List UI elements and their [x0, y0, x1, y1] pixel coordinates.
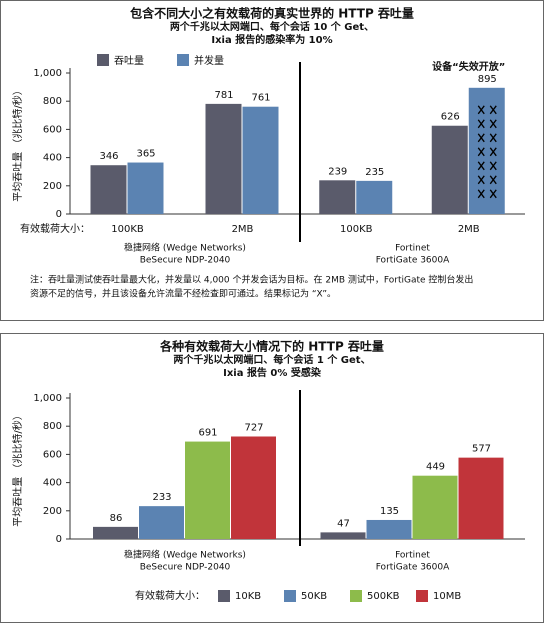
data-label: 86: [110, 513, 123, 524]
x-tick-label: 100KB: [340, 224, 373, 235]
bar: [90, 165, 127, 214]
y-tick-label: 1,000: [33, 68, 62, 79]
legend-label: 10KB: [235, 591, 261, 602]
legend-swatch: [177, 54, 189, 66]
x-marker: [489, 119, 497, 129]
group-label: FortiGate 3600A: [376, 256, 450, 266]
x-marker: [477, 105, 485, 115]
chart-subtitle: 两个千兆以太网端口、每个会话 1 个 Get、: [173, 353, 370, 366]
x-tick-label: 2MB: [458, 224, 480, 235]
data-label: 449: [426, 462, 445, 473]
y-tick-label: 600: [43, 449, 62, 460]
data-label: 577: [472, 444, 491, 455]
x-tick-label: Fortinet: [395, 551, 430, 561]
data-label: 239: [328, 166, 347, 177]
x-marker: [489, 133, 497, 143]
x-marker: [489, 161, 497, 171]
bar: [231, 436, 276, 539]
x-tick-label: FortiGate 3600A: [376, 563, 450, 573]
bar: [319, 180, 356, 214]
legend-label: 10MB: [433, 591, 461, 602]
data-label: 727: [244, 422, 263, 433]
legend-label: 50KB: [301, 591, 327, 602]
annotation: 设备“失效开放”: [432, 60, 505, 73]
bar: [458, 457, 504, 539]
x-marker: [477, 119, 485, 129]
y-tick-label: 0: [56, 209, 62, 220]
bar: [431, 125, 468, 214]
group-label: 稳捷网络 (Wedge Networks): [124, 242, 246, 254]
group-label: BeSecure NDP-2040: [140, 256, 231, 266]
y-tick-label: 400: [43, 478, 62, 489]
bar: [468, 87, 505, 214]
y-tick-label: 400: [43, 153, 62, 164]
x-marker: [489, 105, 497, 115]
x-axis-label: 有效载荷大小：: [20, 222, 90, 235]
x-marker: [489, 147, 497, 157]
chart-subtitle: Ixia 报告 0% 受感染: [223, 366, 322, 379]
bar: [185, 441, 230, 539]
y-axis-label: 平均吞吐量 （兆比特/秒）: [11, 85, 24, 202]
x-tick-label: 稳捷网络 (Wedge Networks): [124, 549, 246, 561]
bar: [242, 106, 279, 214]
note: 资源不足的信号，并且该设备允许流量不经检查即可通过。结果标记为 “X”。: [30, 288, 336, 300]
x-marker: [477, 161, 485, 171]
data-label: 626: [441, 112, 460, 123]
legend-swatch: [97, 54, 109, 66]
legend-label: 吞吐量: [114, 55, 144, 67]
x-marker: [489, 175, 497, 185]
x-marker: [477, 189, 485, 199]
bar: [412, 475, 458, 539]
y-tick-label: 800: [43, 96, 62, 107]
chart-title: 各种有效载荷大小情况下的 HTTP 吞吐量: [159, 339, 384, 354]
y-tick-label: 800: [43, 421, 62, 432]
legend-label: 500KB: [367, 591, 400, 602]
legend-label: 并发量: [194, 54, 224, 67]
legend-swatch: [350, 590, 362, 602]
chart-subtitle: Ixia 报告的感染率为 10%: [211, 33, 332, 46]
legend-title: 有效载荷大小：: [135, 589, 205, 602]
x-marker: [489, 189, 497, 199]
note: 注：吞吐量测试使吞吐量最大化，并发量以 4,000 个并发会话为目标。在 2MB…: [30, 274, 473, 286]
data-label: 235: [365, 167, 384, 178]
bar: [127, 162, 164, 214]
bar: [366, 519, 412, 539]
data-label: 135: [380, 506, 399, 517]
data-label: 233: [152, 492, 171, 503]
y-tick-label: 200: [43, 181, 62, 192]
data-label: 761: [251, 93, 270, 104]
data-label: 365: [136, 149, 155, 160]
x-tick-label: 100KB: [111, 224, 144, 235]
bar: [93, 526, 138, 539]
bar: [320, 532, 366, 539]
legend-swatch: [284, 590, 296, 602]
data-label: 691: [198, 428, 217, 439]
legend-swatch: [218, 590, 230, 602]
group-label: Fortinet: [395, 244, 430, 254]
data-label: 895: [478, 74, 497, 85]
x-marker: [477, 147, 485, 157]
bar: [356, 180, 393, 214]
x-marker: [477, 175, 485, 185]
x-tick-label: BeSecure NDP-2040: [140, 563, 231, 573]
y-tick-label: 200: [43, 506, 62, 517]
bar: [139, 506, 184, 539]
data-label: 346: [99, 151, 118, 162]
y-axis-label: 平均吞吐量 （兆比特/秒）: [11, 410, 24, 527]
data-label: 47: [337, 518, 350, 529]
chart-subtitle: 两个千兆以太网端口、每个会话 10 个 Get、: [170, 20, 374, 33]
chart-title: 包含不同大小之有效载荷的真实世界的 HTTP 吞吐量: [129, 6, 414, 21]
x-marker: [477, 133, 485, 143]
y-tick-label: 1,000: [33, 393, 62, 404]
x-tick-label: 2MB: [232, 224, 254, 235]
data-label: 781: [214, 90, 233, 101]
y-tick-label: 0: [56, 534, 62, 545]
legend-swatch: [416, 590, 428, 602]
y-tick-label: 600: [43, 124, 62, 135]
bar: [205, 103, 242, 214]
